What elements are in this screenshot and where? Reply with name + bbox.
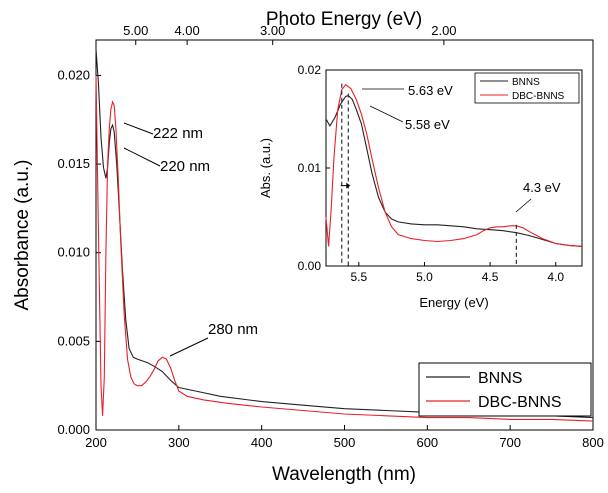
inset-ticks: 5.5 5.0 4.5 4.0 0.00 0.01 0.02 xyxy=(298,63,565,284)
inset-x-tick-label: 4.0 xyxy=(547,270,564,284)
y-tick-label: 0.005 xyxy=(57,333,90,348)
x-tick-label: 700 xyxy=(499,435,521,450)
annotation-leader xyxy=(123,122,154,135)
x-tick-label: 800 xyxy=(582,435,604,450)
x-tick-label: 200 xyxy=(85,435,107,450)
inset-series xyxy=(325,83,583,247)
top-x-tick-label: 3.00 xyxy=(260,23,285,38)
inset-legend: BNNS DBC-BNNS xyxy=(474,72,580,104)
annotation-label: 220 nm xyxy=(160,158,210,175)
inset-legend-label-bnns: BNNS xyxy=(512,77,540,88)
y-tick-label: 0.010 xyxy=(57,245,90,260)
inset-shift-arrowhead xyxy=(346,182,351,189)
x-axis-title: Wavelength (nm) xyxy=(272,464,416,485)
inset-annotations: 5.63 eV 5.58 eV 4.3 eV xyxy=(340,83,561,266)
legend-label-bnns: BNNS xyxy=(478,370,522,387)
y-tick-label: 0.000 xyxy=(57,422,90,437)
main-annotations: 222 nm 220 nm 280 nm xyxy=(123,122,258,357)
top-x-axis-title: Photo Energy (eV) xyxy=(266,9,422,30)
main-legend-box xyxy=(418,362,592,417)
y-tick-label: 0.015 xyxy=(57,156,90,171)
annotation-label: 280 nm xyxy=(208,321,258,338)
legend-label-dbc-bnns: DBC-BNNS xyxy=(478,394,562,411)
annotation-leader xyxy=(123,147,161,167)
inset-x-axis-title: Energy (eV) xyxy=(419,295,488,310)
top-x-tick-label: 4.00 xyxy=(174,23,199,38)
x-tick-label: 600 xyxy=(416,435,438,450)
y-tick-label: 0.020 xyxy=(57,67,90,82)
series-line-dbc-bnns xyxy=(95,75,594,422)
x-tick-label: 500 xyxy=(334,435,356,450)
inset-annotation-leader xyxy=(369,105,404,123)
inset-y-tick-label: 0.01 xyxy=(298,161,322,175)
inset-x-tick-label: 5.5 xyxy=(350,270,367,284)
inset-series-line-bnns xyxy=(325,94,583,247)
inset-legend-box xyxy=(474,72,580,104)
annotation-leader xyxy=(169,337,209,357)
x-tick-label: 300 xyxy=(168,435,190,450)
x-tick-label: 400 xyxy=(251,435,273,450)
top-x-tick-label: 5.00 xyxy=(123,23,148,38)
y-axis-title: Absorbance (a.u.) xyxy=(12,159,33,310)
inset-series-line-dbc-bnns xyxy=(325,83,583,247)
inset-x-tick-label: 5.0 xyxy=(416,270,433,284)
inset-annotation-leader xyxy=(515,198,532,213)
top-x-tick-label: 2.00 xyxy=(431,23,456,38)
inset-annotation-label: 5.63 eV xyxy=(408,83,453,98)
main-legend: BNNS DBC-BNNS xyxy=(418,362,592,417)
main-series xyxy=(95,48,594,422)
inset-y-axis-title: Abs. (a.u.) xyxy=(258,138,273,198)
annotation-label: 222 nm xyxy=(153,125,203,142)
inset-y-tick-label: 0.00 xyxy=(298,259,322,273)
main-ticks: 200 300 400 500 600 700 800 0.000 0.005 0.010 0.01… xyxy=(57,23,603,450)
inset-annotation-label: 4.3 eV xyxy=(523,180,561,195)
inset-annotation-label: 5.58 eV xyxy=(405,117,450,132)
inset-x-tick-label: 4.5 xyxy=(482,270,499,284)
inset-y-tick-label: 0.02 xyxy=(298,63,322,77)
inset-legend-label-dbc-bnns: DBC-BNNS xyxy=(512,91,565,102)
